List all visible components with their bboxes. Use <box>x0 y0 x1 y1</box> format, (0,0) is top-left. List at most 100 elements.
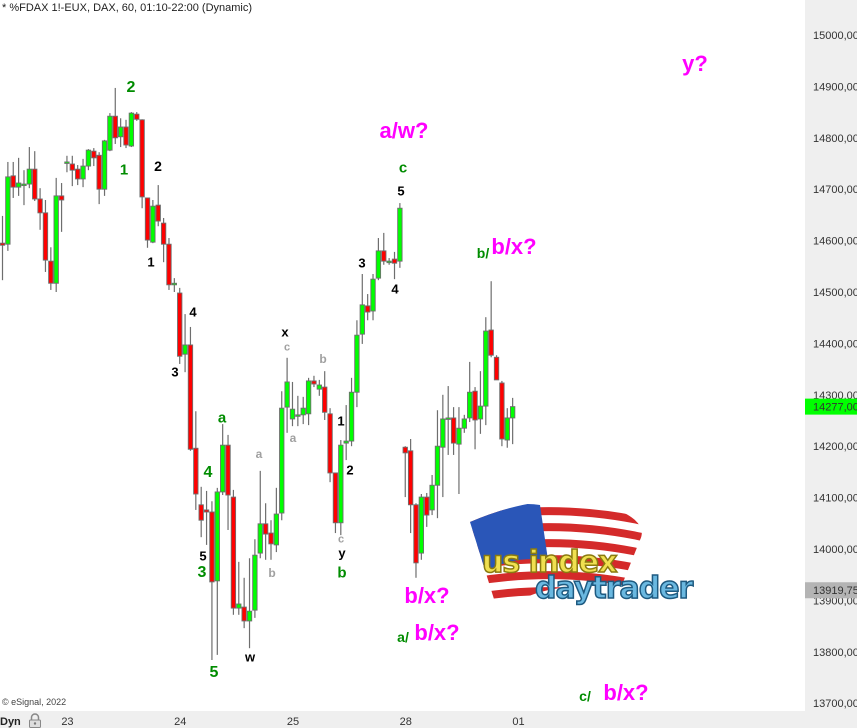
candle <box>279 391 285 521</box>
y-tick-label: 14400,00 <box>813 338 857 350</box>
candle-body <box>413 504 419 564</box>
candle <box>504 408 510 448</box>
candle-body <box>187 344 194 450</box>
wave-label: a/ <box>397 629 409 645</box>
candle-body <box>246 610 253 622</box>
candle <box>15 157 22 196</box>
candle <box>327 408 333 483</box>
candle <box>445 386 451 455</box>
candle-body <box>209 511 215 583</box>
candle-body <box>139 119 145 198</box>
y-tick-label: 14200,00 <box>813 441 857 453</box>
scale-mode-label: Dyn <box>0 716 21 728</box>
candle-body <box>456 427 462 445</box>
wave-label: 5 <box>199 548 207 564</box>
candle <box>456 407 462 495</box>
candle-body <box>144 197 151 241</box>
candle <box>493 355 500 381</box>
wave-label: c/ <box>579 688 591 704</box>
candle-body <box>510 406 516 419</box>
candle-body <box>289 408 296 420</box>
candle <box>440 394 446 498</box>
wave-label: b <box>268 566 276 580</box>
candle <box>375 238 382 281</box>
candle-body <box>418 496 425 554</box>
y-tick-label: 13900,00 <box>813 595 857 607</box>
candle-body <box>375 250 382 279</box>
candle <box>370 274 376 321</box>
wave-label: x <box>281 324 289 340</box>
candle <box>198 486 204 538</box>
candle-body <box>85 149 92 167</box>
candle-body <box>123 126 129 146</box>
candle <box>225 434 231 530</box>
candle <box>273 487 280 553</box>
candle-body <box>472 390 478 421</box>
wave-label: 4 <box>203 464 213 481</box>
candle-body <box>10 175 16 188</box>
price-axis[interactable] <box>805 0 857 728</box>
candle-body <box>268 532 274 545</box>
candle <box>5 161 11 251</box>
candle-body <box>155 204 161 222</box>
candle <box>166 238 172 290</box>
wave-label: c <box>337 533 345 546</box>
candle-body <box>504 417 510 441</box>
candle-body <box>252 554 258 611</box>
y-tick-label: 14000,00 <box>813 544 857 556</box>
time-axis[interactable] <box>0 711 857 728</box>
y-tick-label: 14100,00 <box>813 493 857 505</box>
wave-label: 5 <box>209 664 219 681</box>
candles <box>0 87 516 661</box>
candle <box>467 361 473 423</box>
copyright: © eSignal, 2022 <box>2 697 67 707</box>
wave-label: y? <box>682 51 708 76</box>
candle <box>289 381 296 427</box>
candle <box>413 503 419 578</box>
wave-label: 3 <box>171 364 179 380</box>
wave-label: 2 <box>346 462 354 478</box>
candle-body <box>21 183 27 187</box>
candle-body <box>32 168 38 200</box>
scale-mode-button[interactable]: Dyn <box>0 713 42 728</box>
wave-label: 1 <box>337 413 345 429</box>
candle-body <box>241 606 247 622</box>
candle <box>155 185 161 227</box>
candle <box>365 294 371 321</box>
candle <box>257 470 263 559</box>
candle <box>182 314 188 373</box>
candle <box>262 503 269 560</box>
candle-body <box>262 523 269 535</box>
candle <box>42 199 49 272</box>
candle-body <box>80 165 86 180</box>
candle-body <box>177 292 183 357</box>
candle <box>32 151 38 202</box>
candle-body <box>499 382 505 440</box>
y-axis-ticks: 15000,00 14900,00 14800,00 14700,00 14600,00… <box>805 30 857 710</box>
candle <box>101 139 108 196</box>
candle-body <box>295 414 301 417</box>
candle-body <box>214 491 220 582</box>
y-tick-label: 14900,00 <box>813 81 857 93</box>
candle <box>150 199 156 244</box>
wave-label: b/x? <box>414 620 460 645</box>
candle-body <box>434 445 441 486</box>
candle <box>107 113 113 152</box>
candle-body <box>193 447 199 495</box>
candle <box>252 539 258 618</box>
candle <box>418 494 425 560</box>
candle <box>386 258 392 265</box>
lock-icon[interactable] <box>28 713 42 728</box>
candle <box>397 203 403 268</box>
candle-body <box>477 405 484 420</box>
candle <box>241 577 247 629</box>
candle <box>450 407 457 455</box>
candle-body <box>316 384 322 390</box>
wave-label: b <box>319 352 327 366</box>
candle-body <box>96 154 102 190</box>
x-tick-label: 25 <box>287 716 299 728</box>
y-tick-label: 14700,00 <box>813 184 857 196</box>
candle-body <box>64 161 70 164</box>
candle-body <box>381 250 387 262</box>
